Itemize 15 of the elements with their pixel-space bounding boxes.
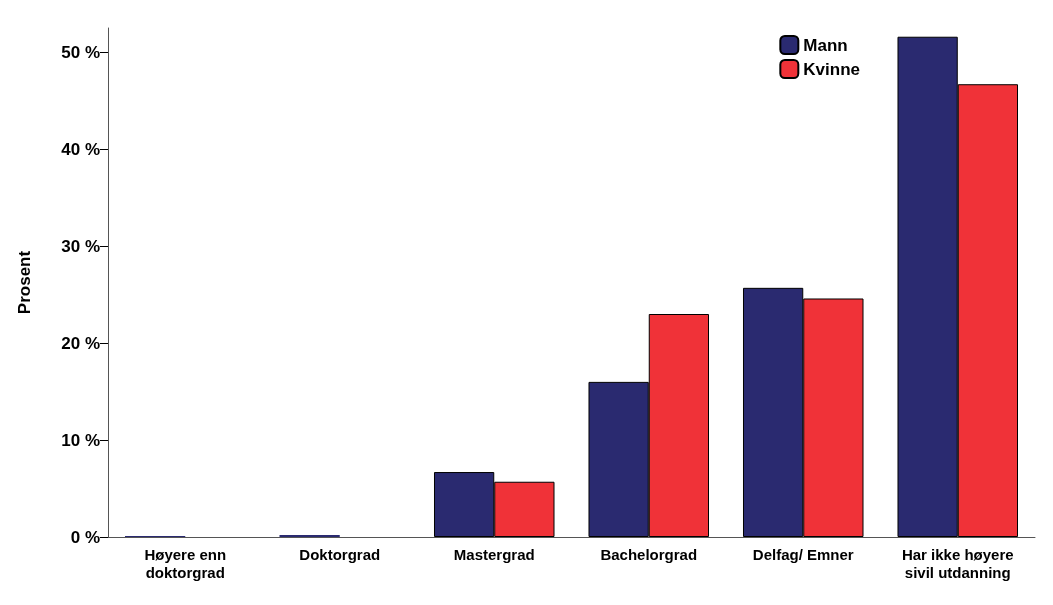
y-tick-label: 10 % [61,430,100,450]
legend-label: Kvinne [803,59,861,79]
x-tick-label: Har ikke høyere sivil utdanning [901,545,1014,581]
x-tick-label: Doktorgrad [299,545,381,563]
y-tick-label: 50 % [61,42,100,62]
legend-label: Mann [803,35,848,55]
x-tick-label: Delfag/ Emner [752,545,854,563]
y-tick-label: 20 % [61,333,100,353]
y-tick-label: 0 % [70,527,100,547]
x-tick-label: Høyere enn doktorgrad [144,545,227,581]
x-tick-label: Mastergrad [453,545,535,563]
y-axis-title: Prosent [15,250,34,315]
y-tick-label: 30 % [61,236,100,256]
y-tick-label: 40 % [61,139,100,159]
x-tick-label: Bachelorgrad [600,545,698,563]
